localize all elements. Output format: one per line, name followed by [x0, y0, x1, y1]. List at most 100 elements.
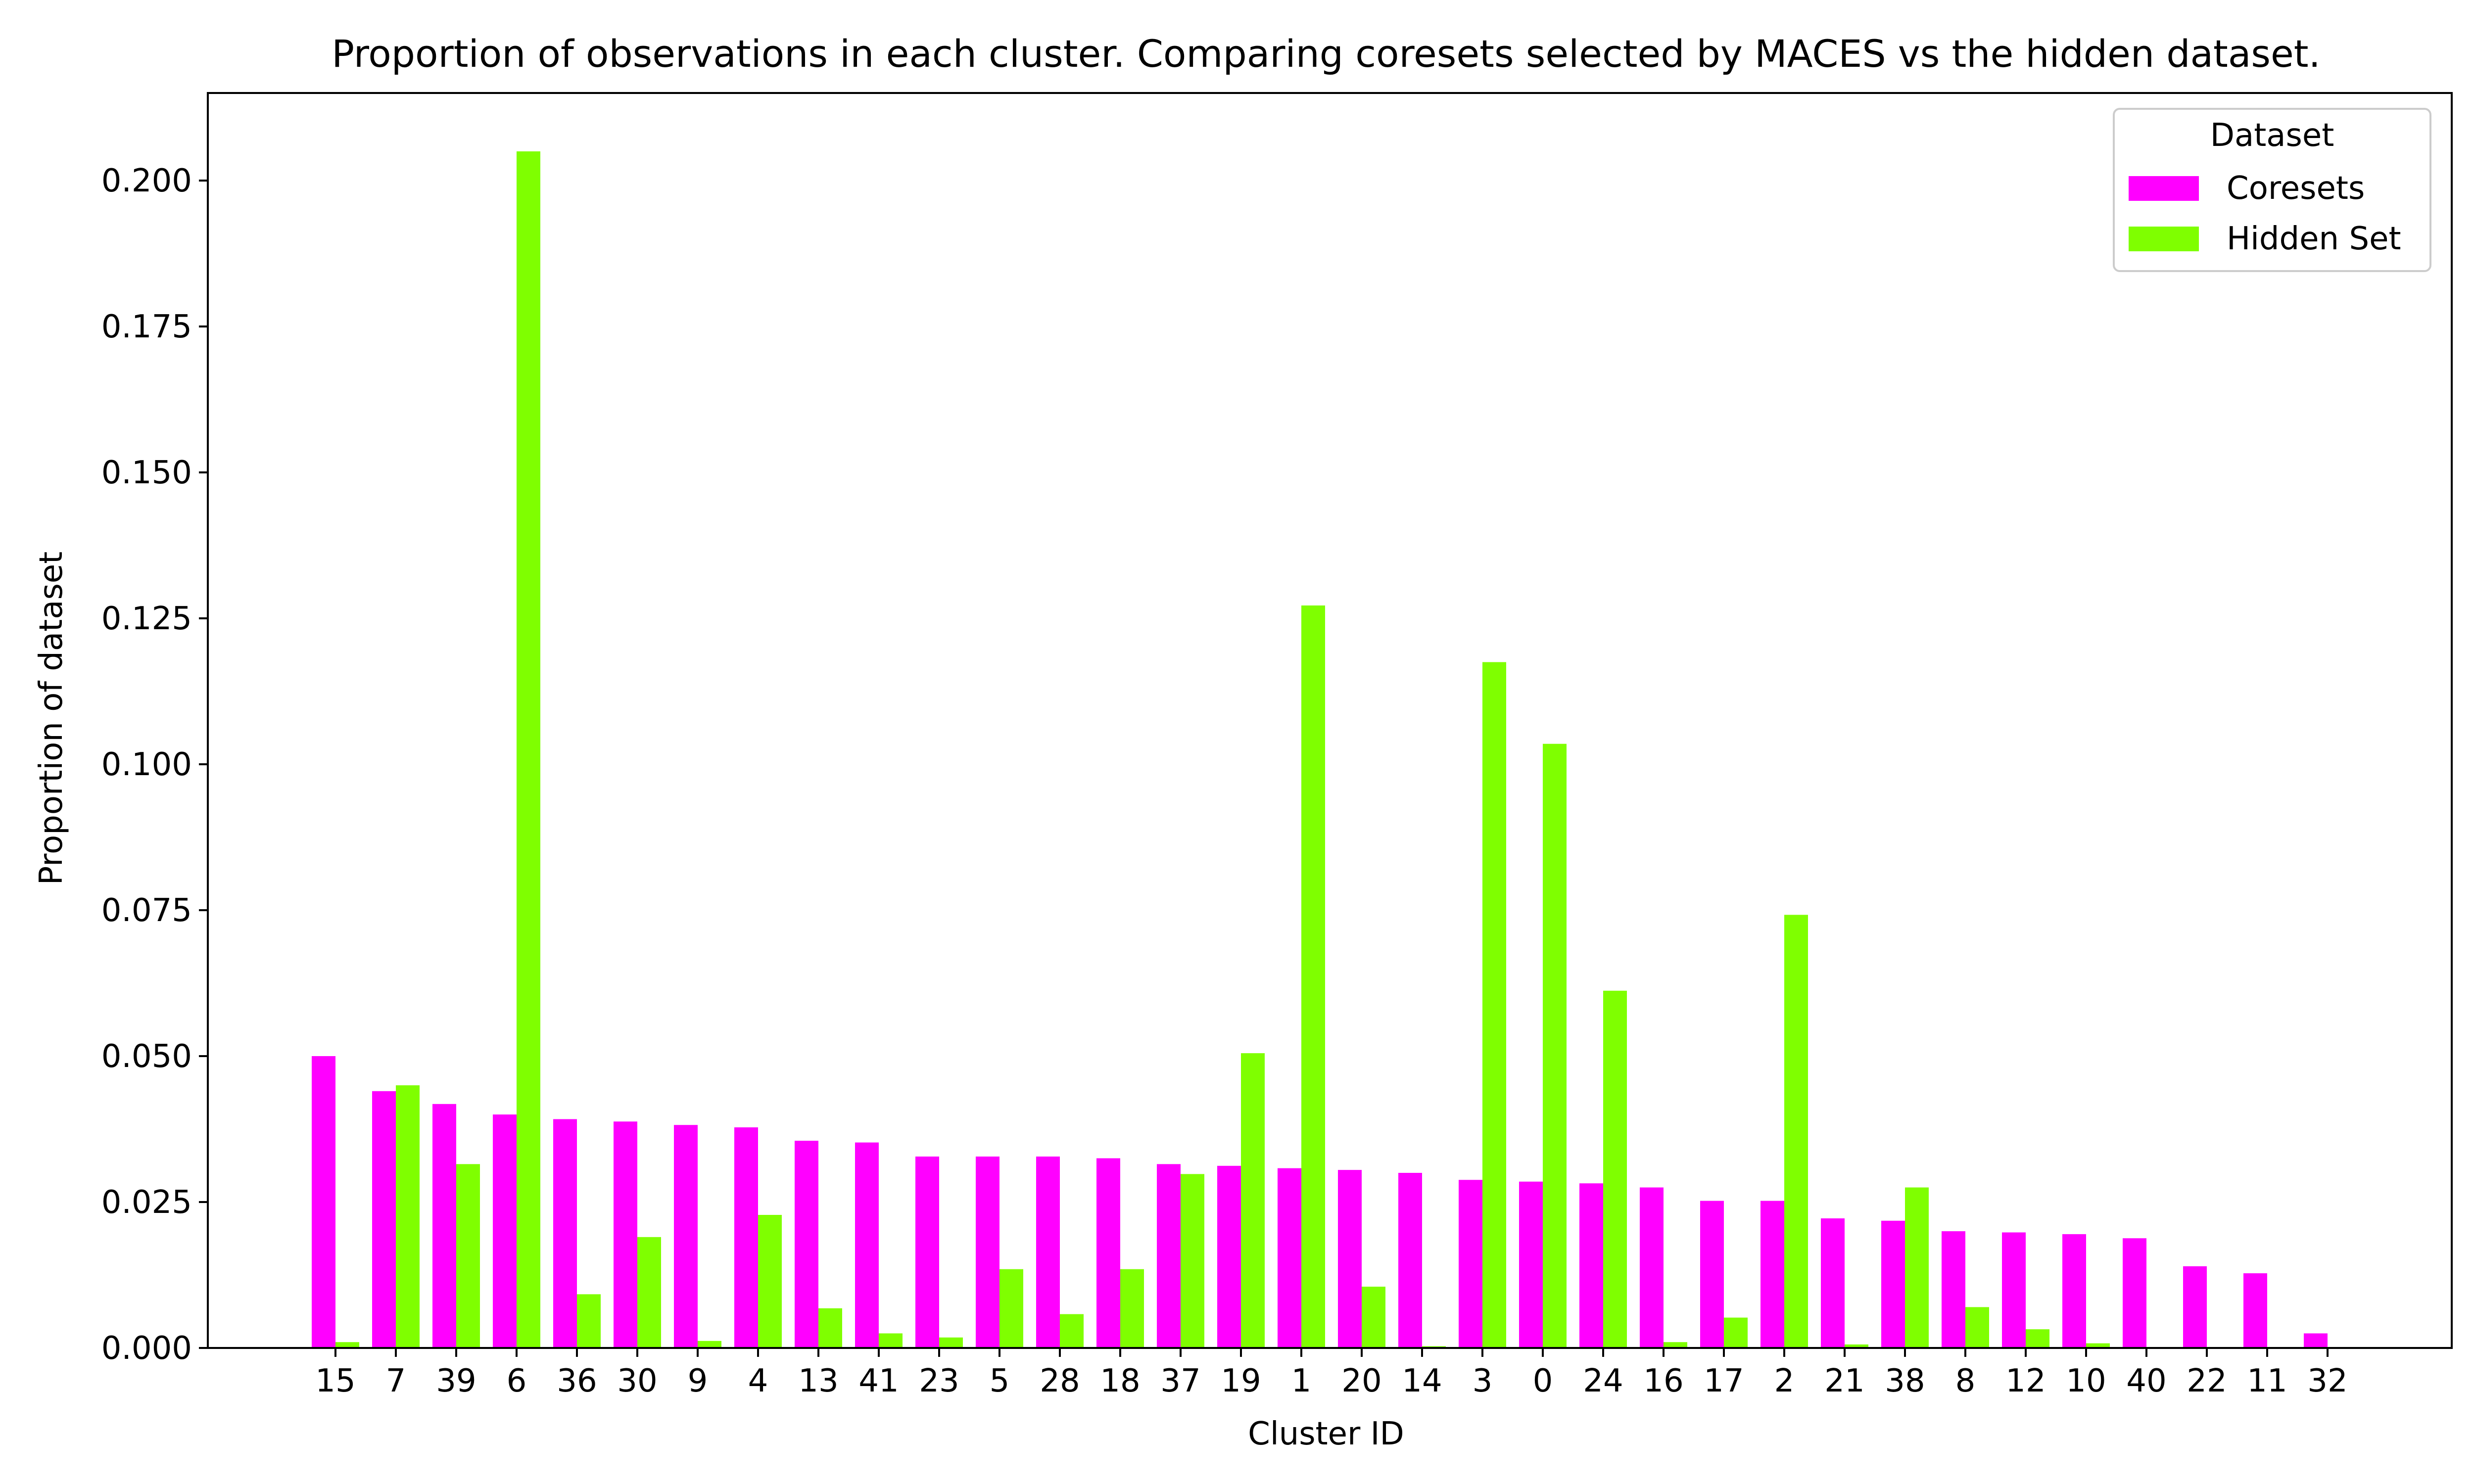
x-tick-label-18: 18	[1100, 1363, 1140, 1399]
y-tick-label: 0.050	[101, 1038, 192, 1075]
bar-coresets-cluster-6	[493, 1114, 517, 1348]
bar-hidden-set-cluster-4	[758, 1215, 782, 1348]
bar-coresets-cluster-41	[855, 1142, 879, 1348]
legend-label-coresets: Coresets	[2227, 170, 2365, 207]
x-tick-label-6: 6	[507, 1363, 527, 1399]
x-tick-label-24: 24	[1583, 1363, 1623, 1399]
bar-coresets-cluster-8	[1942, 1231, 1965, 1348]
x-tick-label-16: 16	[1643, 1363, 1683, 1399]
x-tick-label-4: 4	[748, 1363, 768, 1399]
y-tick-label: 0.150	[101, 455, 192, 491]
legend-swatch-coresets	[2129, 176, 2199, 201]
x-tick-label-39: 39	[436, 1363, 476, 1399]
chart-title: Proportion of observations in each clust…	[332, 32, 2321, 76]
bar-hidden-set-cluster-38	[1905, 1187, 1929, 1348]
bar-hidden-set-cluster-24	[1603, 990, 1627, 1348]
x-tick-label-1: 1	[1291, 1363, 1312, 1399]
bar-coresets-cluster-32	[2304, 1333, 2328, 1348]
x-tick-label-22: 22	[2187, 1363, 2227, 1399]
bar-hidden-set-cluster-23	[939, 1337, 963, 1348]
bar-hidden-set-cluster-9	[698, 1341, 721, 1348]
bar-coresets-cluster-12	[2002, 1232, 2026, 1348]
bar-hidden-set-cluster-37	[1181, 1174, 1204, 1348]
bar-hidden-set-cluster-17	[1724, 1317, 1748, 1348]
bar-coresets-cluster-14	[1398, 1173, 1422, 1348]
bar-coresets-cluster-16	[1640, 1187, 1664, 1348]
bar-hidden-set-cluster-3	[1482, 662, 1506, 1348]
bar-hidden-set-cluster-0	[1543, 743, 1567, 1348]
bar-coresets-cluster-13	[795, 1141, 818, 1348]
x-tick-label-13: 13	[798, 1363, 838, 1399]
bars-layer	[312, 151, 2328, 1348]
bar-coresets-cluster-21	[1821, 1218, 1845, 1348]
bar-coresets-cluster-20	[1338, 1170, 1362, 1348]
bar-coresets-cluster-40	[2123, 1238, 2146, 1348]
x-tick-label-19: 19	[1221, 1363, 1261, 1399]
y-tick-label: 0.175	[101, 309, 192, 345]
y-tick-label: 0.075	[101, 892, 192, 929]
x-tick-label-0: 0	[1533, 1363, 1553, 1399]
x-tick-label-5: 5	[990, 1363, 1010, 1399]
y-tick-label: 0.100	[101, 746, 192, 783]
bar-hidden-set-cluster-12	[2026, 1329, 2049, 1348]
bar-hidden-set-cluster-19	[1241, 1053, 1265, 1348]
bar-coresets-cluster-3	[1459, 1180, 1482, 1348]
bar-coresets-cluster-7	[372, 1091, 396, 1348]
bar-coresets-cluster-23	[915, 1157, 939, 1348]
x-tick-label-15: 15	[315, 1363, 355, 1399]
bar-coresets-cluster-0	[1519, 1181, 1543, 1348]
bar-coresets-cluster-11	[2243, 1273, 2267, 1348]
x-tick-label-41: 41	[858, 1363, 899, 1399]
axes-layer: 0.000 0.025 0.050 0.075 0.100 0.125 0.150 0.175…	[101, 92, 2453, 1399]
bar-hidden-set-cluster-6	[517, 151, 540, 1348]
bar-hidden-set-cluster-2	[1784, 915, 1808, 1348]
bar-hidden-set-cluster-7	[396, 1085, 420, 1348]
x-tick-label-30: 30	[617, 1363, 657, 1399]
x-tick-label-37: 37	[1160, 1363, 1200, 1399]
x-tick-label-14: 14	[1402, 1363, 1442, 1399]
legend-title: Dataset	[2210, 117, 2334, 154]
x-tick-label-12: 12	[2005, 1363, 2046, 1399]
bar-coresets-cluster-9	[674, 1125, 698, 1348]
x-tick-label-21: 21	[1824, 1363, 1864, 1399]
x-tick-label-38: 38	[1885, 1363, 1925, 1399]
bar-coresets-cluster-38	[1881, 1220, 1905, 1348]
x-tick-label-36: 36	[557, 1363, 597, 1399]
bar-hidden-set-cluster-39	[456, 1164, 480, 1348]
bar-hidden-set-cluster-36	[577, 1294, 601, 1348]
x-tick-label-23: 23	[919, 1363, 959, 1399]
x-tick-label-40: 40	[2126, 1363, 2166, 1399]
bar-coresets-cluster-10	[2062, 1234, 2086, 1348]
x-tick-label-9: 9	[688, 1363, 708, 1399]
bar-hidden-set-cluster-10	[2086, 1343, 2110, 1348]
bar-coresets-cluster-17	[1700, 1201, 1724, 1348]
bar-coresets-cluster-19	[1217, 1165, 1241, 1348]
bar-hidden-set-cluster-20	[1362, 1287, 1385, 1348]
bar-coresets-cluster-30	[614, 1121, 637, 1348]
y-axis-title: Proportion of dataset	[33, 552, 70, 885]
bar-coresets-cluster-1	[1278, 1168, 1301, 1348]
bar-hidden-set-cluster-21	[1845, 1344, 1868, 1348]
x-tick-label-11: 11	[2247, 1363, 2287, 1399]
bar-hidden-set-cluster-16	[1664, 1342, 1687, 1348]
y-tick-label: 0.125	[101, 601, 192, 637]
x-tick-label-17: 17	[1704, 1363, 1744, 1399]
bar-hidden-set-cluster-8	[1965, 1307, 1989, 1348]
bar-hidden-set-cluster-5	[999, 1269, 1023, 1348]
bar-hidden-set-cluster-13	[818, 1308, 842, 1348]
x-tick-label-10: 10	[2066, 1363, 2106, 1399]
bar-hidden-set-cluster-28	[1060, 1314, 1084, 1348]
bar-coresets-cluster-28	[1036, 1157, 1060, 1348]
x-tick-label-2: 2	[1774, 1363, 1795, 1399]
bar-coresets-cluster-18	[1096, 1158, 1120, 1348]
bar-hidden-set-cluster-41	[879, 1333, 903, 1348]
y-tick-label: 0.025	[101, 1184, 192, 1221]
legend: Dataset Coresets Hidden Set	[2113, 108, 2431, 272]
legend-swatch-hidden-set	[2129, 227, 2199, 251]
bar-coresets-cluster-37	[1157, 1164, 1181, 1348]
legend-label-hidden-set: Hidden Set	[2227, 221, 2401, 257]
x-tick-label-3: 3	[1473, 1363, 1493, 1399]
bar-coresets-cluster-39	[432, 1104, 456, 1348]
